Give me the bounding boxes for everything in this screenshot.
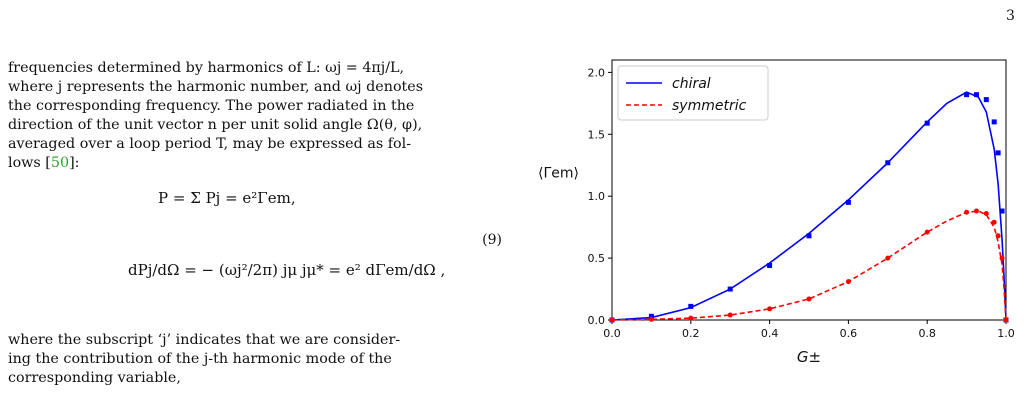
x-tick-label: 0.8 <box>918 327 936 340</box>
data-point-chiral <box>806 233 812 239</box>
page-number: 3 <box>1006 8 1015 24</box>
chart-figure: 0.0 0.2 0.4 0.6 0.8 1.0 0.0 0.5 1.0 1.5 2.0 G± ⟨Γem⟩… <box>534 55 1015 400</box>
citation-link[interactable]: 50 <box>50 155 70 171</box>
para2-line1: where the subscript ‘j’ indicates that w… <box>8 332 401 348</box>
data-point-symmetric <box>964 209 970 215</box>
data-point-symmetric <box>995 233 1001 239</box>
data-point-symmetric <box>1003 317 1009 323</box>
x-tick-label: 0.6 <box>840 327 858 340</box>
data-point-chiral <box>845 199 851 205</box>
data-point-chiral <box>924 120 930 126</box>
equation-line-1: P = Σ Pj = e²Γem, <box>158 189 296 207</box>
x-tick-label: 0.4 <box>761 327 779 340</box>
data-point-chiral <box>999 208 1005 214</box>
paragraph-2: where the subscript ‘j’ indicates that w… <box>8 331 514 388</box>
para1-line4: direction of the unit vector n per unit … <box>8 117 423 133</box>
data-point-chiral <box>983 97 989 103</box>
data-point-symmetric <box>999 255 1005 261</box>
para1-line1: frequencies determined by harmonics of L… <box>8 60 405 76</box>
data-point-symmetric <box>648 316 654 322</box>
data-point-symmetric <box>973 208 979 214</box>
data-point-chiral <box>991 119 997 125</box>
data-point-symmetric <box>806 296 812 302</box>
data-point-symmetric <box>767 306 773 312</box>
text-column: frequencies determined by harmonics of L… <box>8 59 514 324</box>
para2-line2: ing the contribution of the j-th harmoni… <box>8 351 392 367</box>
legend-label-chiral: chiral <box>672 76 711 92</box>
data-point-chiral <box>964 92 970 98</box>
chart-svg: 0.0 0.2 0.4 0.6 0.8 1.0 0.0 0.5 1.0 1.5 2.0 G± ⟨Γem⟩… <box>538 59 1015 366</box>
y-tick-label: 1.5 <box>588 128 606 141</box>
equation-number: (9) <box>482 232 502 248</box>
data-point-symmetric <box>991 219 997 225</box>
para1-line6-pre: lows [ <box>8 155 51 171</box>
data-point-chiral <box>995 150 1001 156</box>
y-tick-label: 2.0 <box>588 66 606 79</box>
data-point-symmetric <box>688 315 694 321</box>
data-point-symmetric <box>727 312 733 318</box>
data-point-chiral <box>973 92 979 98</box>
y-tick-label: 0.5 <box>588 252 606 265</box>
data-point-chiral <box>727 286 733 292</box>
data-point-symmetric <box>983 211 989 217</box>
plot-frame <box>611 59 1007 321</box>
legend-label-symmetric: symmetric <box>672 98 747 114</box>
y-tick-label: 1.0 <box>588 190 606 203</box>
x-axis-label: G± <box>797 348 821 366</box>
data-point-chiral <box>688 303 694 309</box>
series-line-symmetric <box>611 210 1007 321</box>
paragraph-1: frequencies determined by harmonics of L… <box>8 59 514 173</box>
data-point-symmetric <box>845 279 851 285</box>
para1-line2: where j represents the harmonic number, … <box>8 79 424 95</box>
data-point-chiral <box>885 160 891 166</box>
y-axis-label: ⟨Γem⟩ <box>538 166 579 182</box>
legend-box <box>617 65 769 121</box>
equation-line-2: dPj/dΩ = − (ωj²/2π) jμ jμ* = e² dΓem/dΩ … <box>128 261 446 279</box>
x-tick-label: 0.2 <box>682 327 700 340</box>
para2-line3: corresponding variable, <box>8 370 181 386</box>
data-point-chiral <box>767 263 773 269</box>
equation-9: P = Σ Pj = e²Γem, dPj/dΩ = − (ωj²/2π) jμ… <box>8 179 514 324</box>
x-tick-label: 0.0 <box>603 327 621 340</box>
x-tick-label: 1.0 <box>997 327 1014 340</box>
para1-line3: the corresponding frequency. The power r… <box>8 98 415 114</box>
y-tick-label: 0.0 <box>588 314 606 327</box>
series-line-chiral <box>611 91 1007 321</box>
para1-line6-post: ]: <box>69 155 80 171</box>
para1-line5: averaged over a loop period T, may be ex… <box>8 136 412 152</box>
data-point-symmetric <box>924 229 930 235</box>
data-point-chiral <box>648 313 654 319</box>
data-point-symmetric <box>885 255 891 261</box>
data-point-symmetric <box>609 317 615 323</box>
